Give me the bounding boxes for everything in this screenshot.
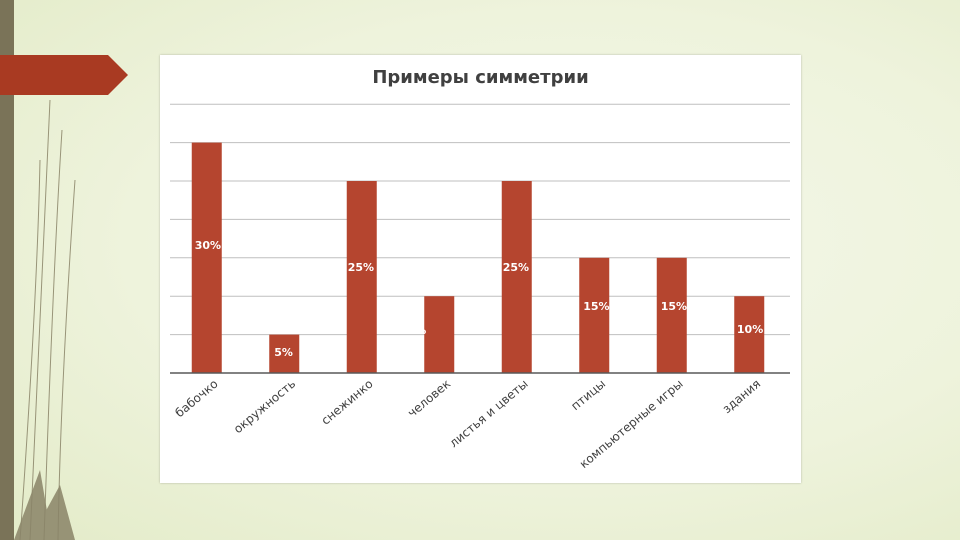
data-label: 10% (737, 323, 763, 336)
bars-group (191, 142, 765, 373)
category-label: птицы (568, 377, 608, 414)
bar (269, 334, 300, 373)
red-arrow-tab (0, 55, 128, 95)
data-label: 25% (503, 261, 529, 274)
bar (579, 257, 610, 373)
bar (346, 181, 377, 373)
data-labels-group: 30% 5% 25% 10% 25% 15% 15% 10% (195, 239, 764, 359)
data-label: 25% (348, 261, 374, 274)
bar (424, 296, 455, 373)
category-label: снежинко (319, 377, 376, 428)
category-label: листья и цветы (447, 377, 531, 451)
bar (501, 181, 532, 373)
data-label: 30% (195, 239, 221, 252)
data-label: 15% (583, 300, 609, 313)
bar (191, 142, 222, 373)
data-label: 5% (274, 346, 293, 359)
chart-panel: Примеры симметрии 30% 5% 25% 10% 25% 15% 15% 10… (160, 55, 801, 483)
left-accent-stripe (0, 0, 14, 540)
data-label: 15% (661, 300, 687, 313)
bar (656, 257, 687, 373)
bar (734, 296, 765, 373)
decorative-lines (14, 99, 76, 540)
bar-chart: 30% 5% 25% 10% 25% 15% 15% 10% бабочко окружност… (170, 103, 790, 472)
chart-title: Примеры симметрии (372, 67, 589, 88)
data-label: 10% (400, 324, 426, 337)
gridlines (170, 103, 790, 336)
category-label: окружность (231, 377, 298, 437)
category-label: здания (720, 377, 763, 417)
category-label: бабочко (172, 377, 220, 421)
category-label: человек (405, 377, 453, 421)
